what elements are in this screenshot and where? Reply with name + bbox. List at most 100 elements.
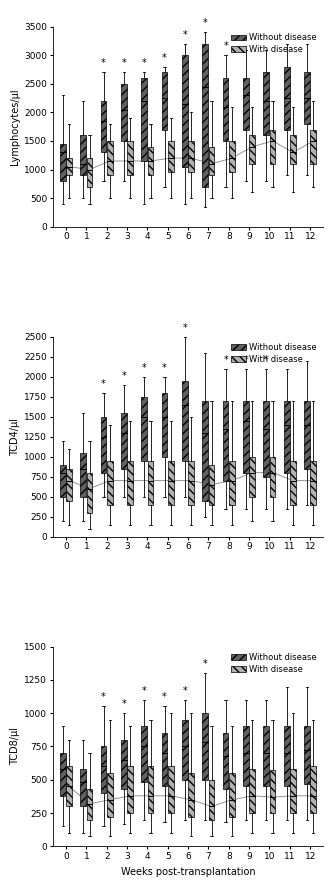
Bar (304, 72, 310, 124)
Y-axis label: TCD8/µl: TCD8/µl (10, 727, 20, 765)
Bar (142, 726, 147, 782)
Bar (148, 461, 153, 504)
Bar (66, 469, 72, 501)
Bar (209, 464, 215, 504)
Bar (243, 401, 249, 472)
Bar (290, 769, 296, 813)
Text: *: * (101, 692, 106, 702)
Text: *: * (101, 379, 106, 388)
Bar (249, 135, 255, 164)
Text: *: * (244, 355, 248, 364)
Text: *: * (121, 59, 126, 69)
Bar (127, 766, 133, 813)
Bar (121, 740, 127, 789)
Bar (121, 413, 127, 469)
X-axis label: Weeks post-transplantation: Weeks post-transplantation (121, 867, 255, 877)
Bar (188, 141, 194, 172)
Bar (182, 380, 188, 461)
Bar (223, 401, 228, 480)
Bar (229, 461, 235, 504)
Bar (243, 726, 249, 787)
Bar (162, 733, 167, 787)
Bar (270, 771, 276, 813)
Bar (202, 401, 208, 501)
Bar (142, 396, 147, 461)
Text: *: * (162, 363, 167, 372)
Text: *: * (264, 355, 269, 364)
Text: *: * (162, 53, 167, 62)
Bar (101, 101, 106, 152)
Text: *: * (182, 323, 187, 332)
Bar (229, 141, 235, 172)
Bar (168, 461, 174, 504)
Legend: Without disease, With disease: Without disease, With disease (228, 340, 319, 366)
Bar (127, 141, 133, 176)
Text: *: * (162, 692, 167, 702)
Y-axis label: Lymphocytes/µl: Lymphocytes/µl (10, 88, 20, 165)
Text: *: * (142, 686, 147, 696)
Bar (148, 766, 153, 813)
Bar (60, 143, 66, 181)
Bar (290, 135, 296, 164)
Bar (284, 726, 289, 787)
Bar (60, 753, 66, 796)
Bar (223, 733, 228, 789)
Bar (148, 147, 153, 176)
Bar (311, 129, 316, 164)
Bar (229, 773, 235, 817)
Bar (202, 713, 208, 780)
Bar (162, 72, 167, 129)
Bar (60, 464, 66, 496)
Bar (209, 780, 215, 820)
Bar (263, 72, 269, 135)
Bar (87, 472, 92, 512)
Bar (162, 393, 167, 456)
Bar (87, 158, 92, 187)
Text: *: * (182, 30, 187, 40)
Bar (81, 135, 86, 176)
Bar (101, 417, 106, 472)
Bar (107, 461, 113, 504)
Legend: Without disease, With disease: Without disease, With disease (228, 650, 319, 676)
Y-axis label: TCD4/µl: TCD4/µl (10, 418, 20, 455)
Bar (223, 78, 228, 141)
Bar (284, 401, 289, 472)
Bar (243, 78, 249, 129)
Text: *: * (203, 19, 208, 29)
Bar (121, 84, 127, 141)
Text: *: * (223, 41, 228, 52)
Bar (290, 461, 296, 504)
Bar (249, 769, 255, 813)
Bar (270, 129, 276, 164)
Bar (168, 766, 174, 813)
Bar (81, 769, 86, 806)
Bar (66, 766, 72, 806)
Text: *: * (142, 363, 147, 372)
Bar (66, 158, 72, 176)
Bar (182, 720, 188, 780)
Bar (101, 747, 106, 793)
Bar (127, 461, 133, 504)
Legend: Without disease, With disease: Without disease, With disease (228, 31, 319, 56)
Bar (249, 456, 255, 496)
Bar (270, 456, 276, 496)
Text: *: * (121, 371, 126, 380)
Bar (263, 401, 269, 477)
Bar (263, 726, 269, 787)
Bar (202, 44, 208, 187)
Bar (142, 78, 147, 161)
Text: *: * (121, 699, 126, 709)
Bar (107, 773, 113, 817)
Bar (209, 147, 215, 176)
Text: *: * (203, 659, 208, 669)
Text: *: * (101, 59, 106, 69)
Text: *: * (223, 355, 228, 364)
Bar (188, 773, 194, 817)
Bar (107, 141, 113, 176)
Text: *: * (142, 59, 147, 69)
Bar (284, 67, 289, 129)
Bar (168, 141, 174, 172)
Bar (311, 766, 316, 813)
Bar (87, 789, 92, 820)
Bar (304, 726, 310, 784)
